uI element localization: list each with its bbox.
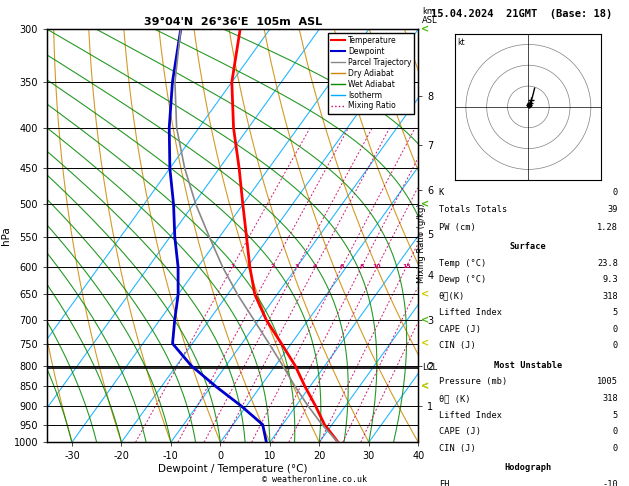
Text: 15.04.2024  21GMT  (Base: 18): 15.04.2024 21GMT (Base: 18)	[431, 9, 612, 19]
Text: <: <	[421, 315, 430, 325]
Text: 8: 8	[359, 264, 364, 270]
Text: 0: 0	[613, 342, 618, 350]
Text: CAPE (J): CAPE (J)	[438, 427, 481, 436]
Text: Totals Totals: Totals Totals	[438, 205, 507, 214]
Text: Surface: Surface	[510, 242, 547, 251]
Text: -10: -10	[603, 480, 618, 486]
Text: 0: 0	[613, 427, 618, 436]
Text: CAPE (J): CAPE (J)	[438, 325, 481, 334]
Text: 15: 15	[402, 264, 411, 270]
Text: © weatheronline.co.uk: © weatheronline.co.uk	[262, 474, 367, 484]
X-axis label: Dewpoint / Temperature (°C): Dewpoint / Temperature (°C)	[158, 464, 308, 474]
Text: CIN (J): CIN (J)	[438, 342, 476, 350]
Text: 4: 4	[313, 264, 318, 270]
Text: EH: EH	[438, 480, 449, 486]
Text: θᴇ (K): θᴇ (K)	[438, 394, 470, 403]
Text: 0: 0	[613, 325, 618, 334]
Text: 5: 5	[613, 411, 618, 419]
Text: 6: 6	[340, 264, 344, 270]
Text: Pressure (mb): Pressure (mb)	[438, 377, 507, 386]
Text: 23.8: 23.8	[597, 259, 618, 267]
Title: 39°04'N  26°36'E  105m  ASL: 39°04'N 26°36'E 105m ASL	[143, 17, 322, 27]
Text: 2: 2	[270, 264, 274, 270]
Text: <: <	[421, 290, 430, 299]
Text: LCL: LCL	[423, 364, 438, 372]
Text: Temp (°C): Temp (°C)	[438, 259, 486, 267]
Text: 318: 318	[603, 394, 618, 403]
Text: 39: 39	[608, 205, 618, 214]
Text: 0: 0	[613, 444, 618, 453]
Text: <: <	[421, 199, 430, 209]
Text: Most Unstable: Most Unstable	[494, 361, 562, 369]
Text: Lifted Index: Lifted Index	[438, 411, 502, 419]
Text: <: <	[421, 24, 430, 34]
Text: 0: 0	[613, 188, 618, 197]
Text: 5: 5	[613, 308, 618, 317]
Text: K: K	[438, 188, 444, 197]
Text: Dewp (°C): Dewp (°C)	[438, 275, 486, 284]
Text: PW (cm): PW (cm)	[438, 223, 476, 231]
Text: 10: 10	[373, 264, 381, 270]
Text: 1005: 1005	[597, 377, 618, 386]
Y-axis label: hPa: hPa	[1, 226, 11, 245]
Text: Lifted Index: Lifted Index	[438, 308, 502, 317]
Text: 318: 318	[603, 292, 618, 301]
Text: <: <	[421, 382, 430, 392]
Text: 3: 3	[295, 264, 299, 270]
Text: θᴇ(K): θᴇ(K)	[438, 292, 465, 301]
Text: Hodograph: Hodograph	[504, 463, 552, 472]
Text: kt: kt	[457, 38, 465, 47]
Text: CIN (J): CIN (J)	[438, 444, 476, 453]
Legend: Temperature, Dewpoint, Parcel Trajectory, Dry Adiabat, Wet Adiabat, Isotherm, Mi: Temperature, Dewpoint, Parcel Trajectory…	[328, 33, 415, 114]
Text: 1: 1	[230, 264, 235, 270]
Text: 1.28: 1.28	[597, 223, 618, 231]
Text: km
ASL: km ASL	[422, 7, 438, 25]
Text: <: <	[421, 382, 430, 392]
Text: <: <	[421, 339, 430, 348]
Text: Mixing Ratio (g/kg): Mixing Ratio (g/kg)	[417, 203, 426, 283]
Text: 9.3: 9.3	[603, 275, 618, 284]
